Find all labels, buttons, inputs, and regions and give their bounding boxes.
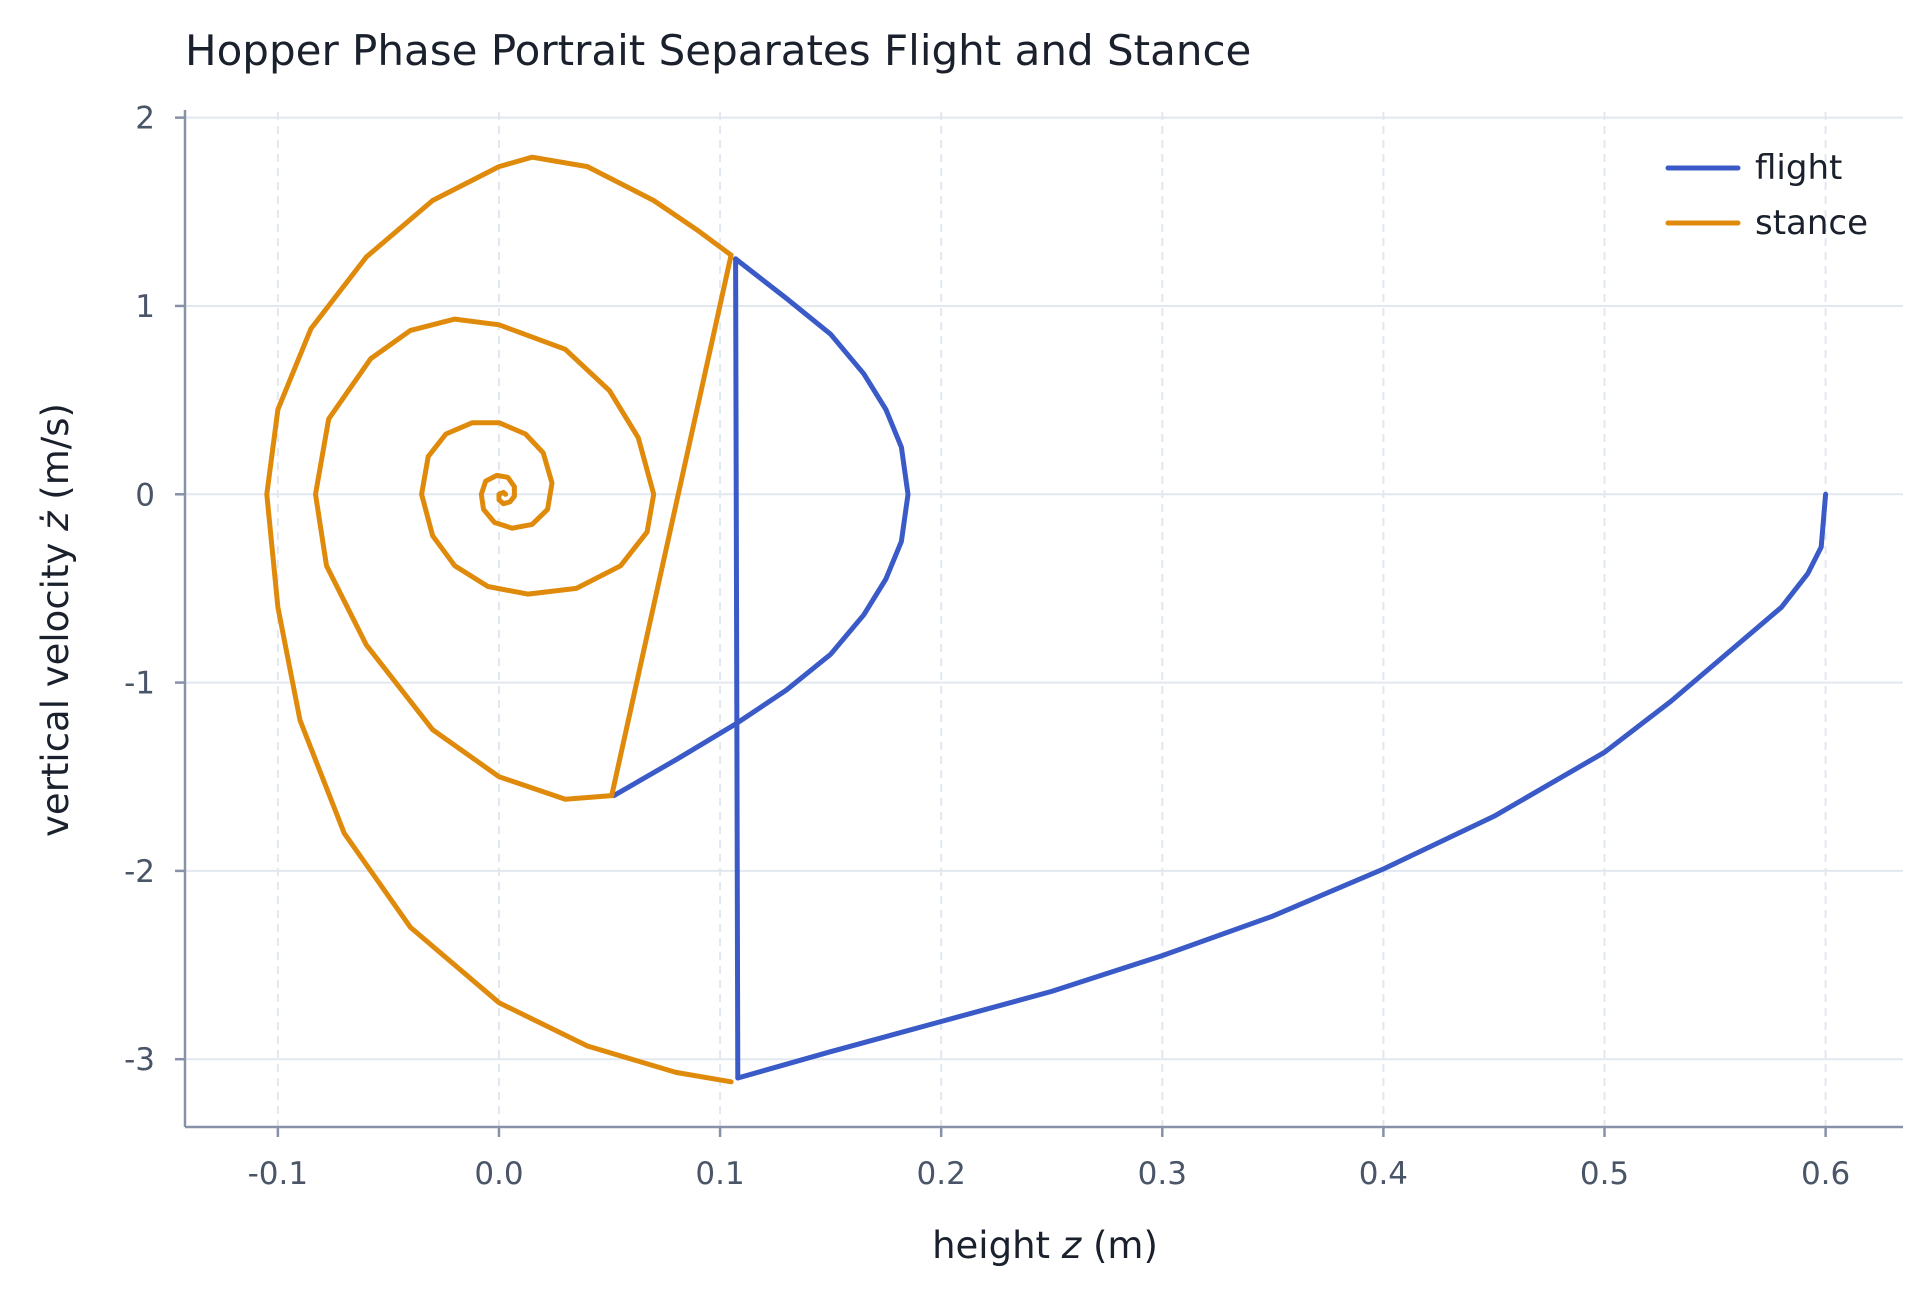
grid bbox=[185, 112, 1903, 1127]
x-tick-label: 0.3 bbox=[1138, 1156, 1187, 1192]
legend-label-stance: stance bbox=[1755, 203, 1868, 243]
x-tick-label: 0.1 bbox=[695, 1156, 744, 1192]
legend-label-flight: flight bbox=[1755, 148, 1842, 188]
flight-trajectory-segment bbox=[735, 491, 1829, 1081]
x-tick-label: 0.6 bbox=[1801, 1156, 1850, 1192]
y-tick-label: -3 bbox=[124, 1042, 155, 1078]
flight-trajectory-segment bbox=[733, 256, 741, 1081]
y-axis-title: vertical velocity ż (m/s) bbox=[34, 403, 77, 837]
stance-trajectory-segment bbox=[313, 316, 657, 802]
chart-title: Hopper Phase Portrait Separates Flight a… bbox=[185, 26, 1251, 75]
legend: flight stance bbox=[1665, 148, 1868, 243]
x-tick-label: 0.4 bbox=[1359, 1156, 1408, 1192]
stance-trajectory-segment bbox=[609, 252, 734, 799]
x-tick-label: -0.1 bbox=[248, 1156, 309, 1192]
y-tick-label: -1 bbox=[124, 666, 155, 702]
x-tick-label: 0.2 bbox=[917, 1156, 966, 1192]
series-layer bbox=[264, 154, 1829, 1085]
y-tick-label: 2 bbox=[135, 101, 155, 137]
x-tick-label: 0.5 bbox=[1580, 1156, 1629, 1192]
flight-trajectory-segment bbox=[611, 256, 911, 799]
y-tick-label: 1 bbox=[135, 289, 155, 325]
stance-trajectory-segment bbox=[264, 154, 734, 1085]
x-axis-title: height z (m) bbox=[932, 1224, 1158, 1267]
x-tick-label: 0.0 bbox=[474, 1156, 523, 1192]
y-tick-label: 0 bbox=[135, 477, 155, 513]
y-tick-label: -2 bbox=[124, 854, 155, 890]
axes: 2 1 0 -1 -2 -3 -0.1 0.0 0.1 0.2 0.3 0.4 0.5 0.6 bbox=[124, 101, 1903, 1192]
